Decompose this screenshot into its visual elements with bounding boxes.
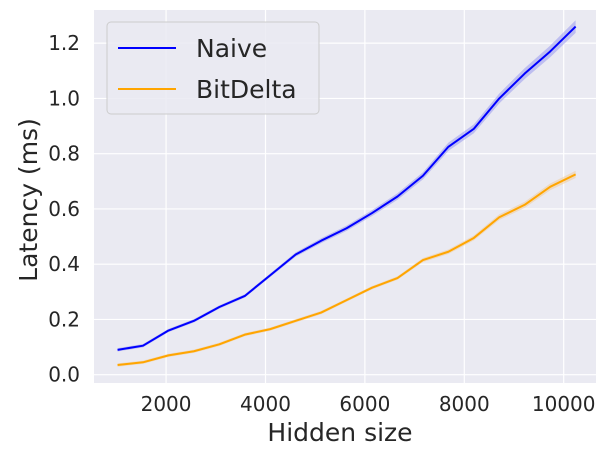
legend-box bbox=[106, 21, 320, 115]
legend: Naive BitDelta bbox=[106, 21, 320, 115]
x-tick-labels: 2000 4000 6000 8000 10000 bbox=[141, 392, 596, 416]
y-tick-label: 1.2 bbox=[48, 31, 80, 55]
line-naive bbox=[117, 25, 577, 351]
grid bbox=[94, 10, 596, 383]
y-tick-label: 0.8 bbox=[48, 142, 80, 166]
x-tick-label: 6000 bbox=[339, 392, 390, 416]
legend-label-bitdelta: BitDelta bbox=[196, 75, 297, 104]
series-lines bbox=[117, 25, 577, 367]
line-bitdelta bbox=[117, 173, 577, 367]
x-tick-label: 2000 bbox=[141, 392, 192, 416]
x-tick-label: 8000 bbox=[439, 392, 490, 416]
y-tick-label: 0.4 bbox=[48, 252, 80, 276]
y-tick-label: 1.0 bbox=[48, 86, 80, 110]
y-tick-label: 0.0 bbox=[48, 363, 80, 387]
legend-label-naive: Naive bbox=[196, 34, 267, 63]
x-axis-label: Hidden size bbox=[267, 418, 412, 447]
y-axis-label: Latency (ms) bbox=[14, 118, 43, 282]
x-tick-label: 4000 bbox=[240, 392, 291, 416]
x-tick-label: 10000 bbox=[532, 392, 596, 416]
y-tick-label: 0.6 bbox=[48, 197, 80, 221]
y-tick-label: 0.2 bbox=[48, 307, 80, 331]
y-tick-labels: 0.0 0.2 0.4 0.6 0.8 1.0 1.2 bbox=[48, 31, 80, 387]
